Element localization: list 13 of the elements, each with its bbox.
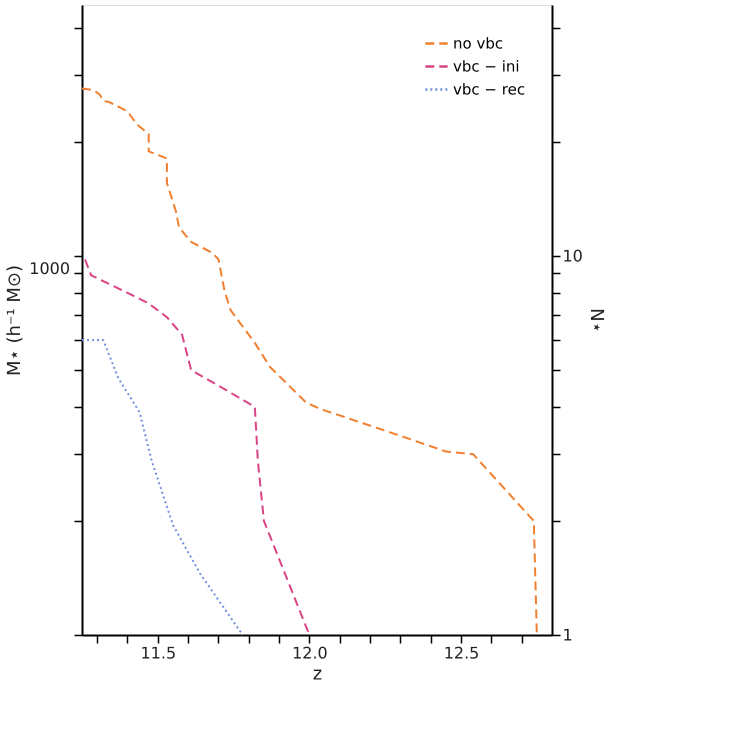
- legend-label: vbc − rec: [453, 80, 526, 98]
- y2-tick-label: 10: [562, 246, 583, 266]
- x-tick-label: 12.0: [292, 644, 328, 662]
- text: 1000: [29, 258, 70, 278]
- y2-tick-label: 1: [562, 626, 573, 644]
- line-series: [81, 339, 244, 636]
- y-axis-title: M⋆ (h⁻¹ M⊙): [4, 264, 25, 376]
- x-tick-label: 12.5: [444, 644, 480, 662]
- x-axis-title: z: [312, 664, 322, 684]
- legend-label: vbc − ini: [453, 58, 520, 76]
- legend-label: no vbc: [453, 34, 504, 52]
- x-tick-label: 11.5: [140, 644, 176, 662]
- y2-axis-title: N⋆: [586, 308, 607, 333]
